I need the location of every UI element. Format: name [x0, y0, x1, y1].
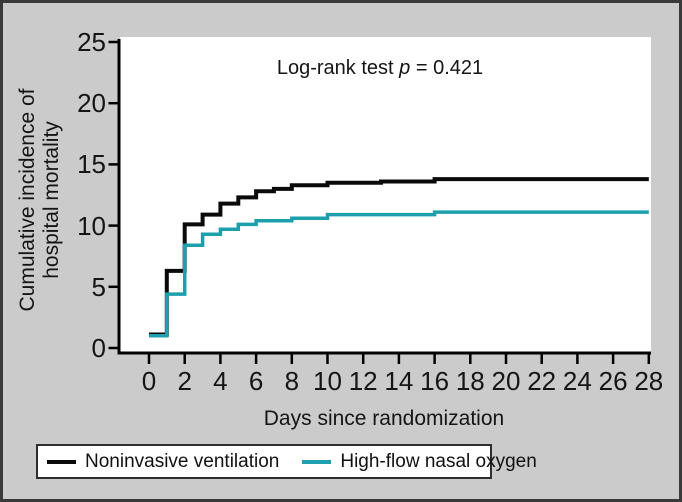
annotation-text-after: = 0.421 [410, 57, 484, 79]
x-tick-label: 8 [284, 366, 300, 396]
y-tick-label: 5 [91, 271, 106, 302]
x-tick-label: 28 [634, 366, 664, 396]
legend-line-swatch-black [47, 459, 76, 464]
x-tick-label: 20 [491, 366, 521, 396]
y-tick-label: 15 [77, 149, 106, 180]
x-tick-label: 16 [420, 366, 450, 396]
legend-box: Noninvasive ventilation High-flow nasal … [36, 444, 537, 479]
legend-line-swatch-teal [302, 459, 332, 464]
y-tick-label: 20 [77, 88, 106, 119]
chart-canvas [108, 39, 651, 364]
annotation-p-symbol: p [399, 57, 411, 79]
log-rank-annotation: Log-rank test p = 0.421 [230, 57, 530, 80]
x-tick-label: 22 [527, 366, 557, 396]
plot-area [120, 37, 651, 354]
legend-label: Noninvasive ventilation [85, 450, 280, 472]
legend-item-noninvasive-ventilation: Noninvasive ventilation [47, 451, 279, 473]
series-curve-high-flow-nasal-oxygen [149, 210, 649, 338]
annotation-text-before: Log-rank test [276, 57, 400, 79]
legend-label: High-flow nasal oxygen [340, 450, 537, 472]
x-axis-title: Days since randomization [263, 407, 505, 430]
x-tick-label: 0 [141, 366, 157, 396]
x-tick-label: 2 [177, 366, 192, 396]
y-axis-title: Cumulative incidence of hospital mortali… [16, 38, 66, 362]
y-axis-title-line2: hospital mortality [40, 121, 63, 279]
x-tick-label: 10 [313, 366, 342, 396]
x-tick-label: 6 [248, 366, 264, 396]
y-axis-title-line1: Cumulative incidence of [16, 88, 39, 312]
x-tick-label: 18 [455, 366, 485, 396]
x-tick-label: 24 [562, 366, 592, 396]
series-curve-noninvasive-ventilation [149, 177, 649, 337]
x-tick-label: 4 [213, 366, 228, 396]
y-tick-label: 25 [77, 27, 106, 57]
y-tick-label: 0 [91, 333, 106, 363]
x-tick-label: 12 [348, 366, 378, 396]
x-tick-label: 14 [384, 366, 414, 396]
legend-item-high-flow-nasal-oxygen: High-flow nasal oxygen [302, 450, 537, 473]
y-tick-label: 10 [77, 210, 106, 241]
x-tick-label: 26 [598, 366, 628, 396]
